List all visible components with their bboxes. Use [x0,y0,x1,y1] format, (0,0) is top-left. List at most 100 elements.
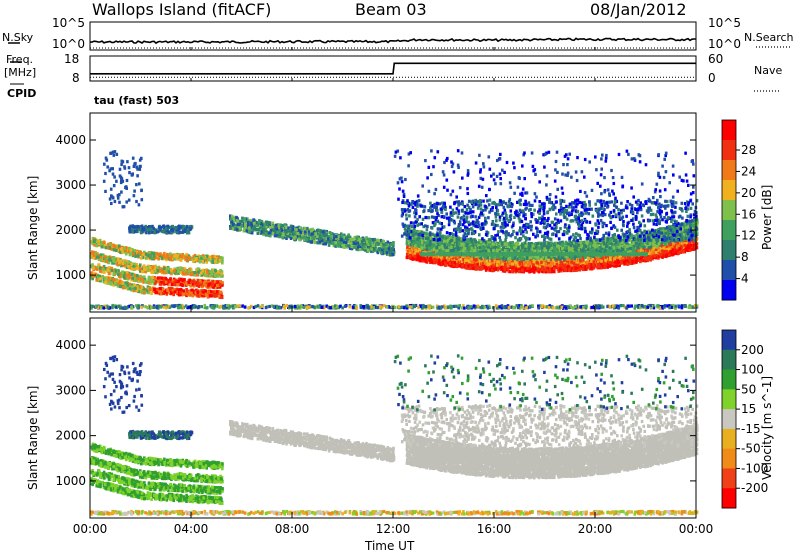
power-cell [342,245,345,249]
power-cell [138,275,141,279]
power-cell [157,227,160,231]
power-cell [173,257,177,261]
power-cell [102,278,106,282]
power-cell [101,275,105,279]
power-cell [128,226,131,230]
power-cell [98,269,102,273]
power-cell [295,228,298,232]
power-cell [249,227,253,231]
power-cell [157,279,160,284]
power-cell [97,276,100,280]
power-cell [120,259,124,263]
power-cell [151,270,154,274]
power-cell [112,277,115,281]
power-cell [175,230,178,234]
power-cell [137,225,140,229]
power-cell [110,247,113,251]
power-cell [373,245,377,249]
power-cell [196,267,200,271]
power-cell [206,254,209,258]
power-cell [117,269,120,273]
power-cell [192,289,195,293]
power-cell [154,290,158,294]
power-cell [131,228,135,232]
power-cell [142,230,145,234]
power-cell [150,257,154,261]
power-cell [127,246,131,251]
power-cell [127,166,131,170]
power-cell [148,227,151,232]
power-cell [135,183,138,187]
power-cell [143,267,146,271]
power-cell [183,278,186,282]
power-cell [204,279,207,283]
power-cell [163,280,166,284]
power-cell [204,256,207,260]
power-cell [134,263,138,267]
power-cell [350,247,354,251]
power-cell [170,283,174,287]
power-cell [94,272,98,276]
power-cell [149,253,152,257]
power-cell [377,247,381,251]
power-cell [281,236,285,240]
power-cell [121,281,125,285]
power-cell [255,227,259,231]
power-cell [111,167,114,171]
power-cell [285,236,288,240]
power-cell [332,244,336,248]
power-cell [187,231,191,235]
power-cell [197,294,200,298]
power-cell [108,269,112,273]
power-cell [141,270,144,274]
power-cell [124,185,128,189]
power-cell [165,267,169,272]
power-cell [179,270,183,274]
power-cell [191,294,195,298]
freq-series-line [90,62,696,75]
power-cell [370,247,373,251]
power-cell [196,270,200,275]
power-cell [136,285,139,289]
power-cell [144,256,148,260]
power-cell [99,241,103,246]
power-cell [106,268,109,272]
power-cell [119,250,122,254]
power-cell [248,220,251,224]
power-cell [250,231,254,235]
power-cell [139,277,143,281]
power-cell [133,249,137,253]
power-cell [176,253,179,258]
power-cell [139,164,142,168]
power-cell [204,283,208,288]
power-cell [154,276,157,281]
power-cell [133,277,137,281]
power-cell [246,221,250,225]
power-cell [365,243,369,247]
power-cell [352,237,355,242]
power-cell [109,281,112,285]
power-cell [280,230,283,234]
power-cell [271,221,275,225]
power-cell [156,229,160,233]
power-cell [102,179,106,183]
power-cell [213,268,217,272]
power-cell [202,290,205,294]
power-cell [109,243,112,247]
power-cell [167,267,170,271]
nsky-series-line [89,37,696,45]
power-cell [212,294,215,298]
power-cell [104,171,107,176]
power-cell [131,254,135,258]
power-cell [151,265,155,269]
power-cell [92,253,96,257]
power-cell [244,223,247,228]
power-cell [198,279,202,283]
power-cell [118,200,121,204]
power-cell [380,251,383,255]
power-cell [316,228,319,232]
power-cell [154,265,157,269]
power-cell [113,150,117,154]
power-cell [121,179,125,183]
power-cell [311,227,314,231]
